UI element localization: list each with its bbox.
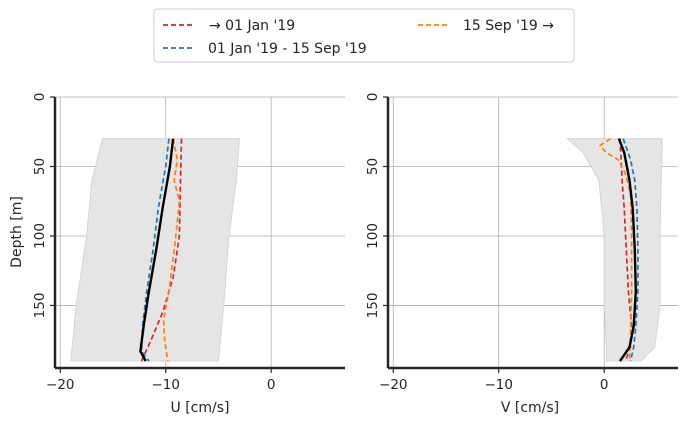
series-line-after-v (599, 137, 633, 362)
series-group-u (139, 138, 183, 362)
y-axis-label-u: Depth [m] (9, 196, 25, 268)
y-tick-label-u-2: 100 (32, 223, 48, 249)
yticks-v: 0 50 100 150 (365, 93, 388, 319)
y-tick-label-v-3: 150 (365, 293, 381, 319)
series-line-between-v (622, 138, 639, 362)
legend-label-between: 01 Jan '19 - 15 Sep '19 (208, 41, 367, 57)
panel-v: −20 −10 0 0 50 100 150 V [cm/s] (365, 93, 678, 416)
range-band-v (566, 138, 663, 362)
x-tick-label-u-2: 0 (267, 377, 276, 393)
x-axis-label-u: U [cm/s] (171, 400, 230, 416)
x-axis-label-v: V [cm/s] (501, 400, 559, 416)
xticks-v: −20 −10 0 (379, 368, 608, 393)
y-tick-label-u-3: 150 (32, 293, 48, 319)
y-tick-label-v-1: 50 (365, 158, 381, 175)
y-tick-label-u-0: 0 (32, 93, 48, 102)
y-tick-label-v-2: 100 (365, 223, 381, 249)
legend-label-before: → 01 Jan '19 (209, 18, 295, 34)
yticks-u: 0 50 100 150 (32, 93, 55, 319)
x-tick-label-v-0: −20 (379, 377, 408, 393)
y-tick-label-u-1: 50 (32, 158, 48, 175)
series-line-mean-v (617, 138, 637, 362)
panel-u: −20 −10 0 0 50 100 150 U [cm/s] Depth [m] (9, 93, 345, 416)
x-tick-label-u-1: −10 (151, 377, 180, 393)
series-line-before-u (140, 138, 183, 362)
legend-label-after: 15 Sep '19 → (463, 18, 554, 34)
legend-frame (153, 8, 575, 63)
legend: → 01 Jan '19 01 Jan '19 - 15 Sep '19 15 … (153, 8, 575, 63)
x-tick-label-v-2: 0 (600, 377, 609, 393)
y-tick-label-v-0: 0 (365, 93, 381, 102)
series-line-mean-u (139, 138, 175, 362)
x-tick-label-u-0: −20 (46, 377, 75, 393)
xticks-u: −20 −10 0 (46, 368, 275, 393)
series-group-v (599, 137, 639, 362)
x-tick-label-v-1: −10 (484, 377, 513, 393)
series-line-after-u (162, 138, 181, 362)
